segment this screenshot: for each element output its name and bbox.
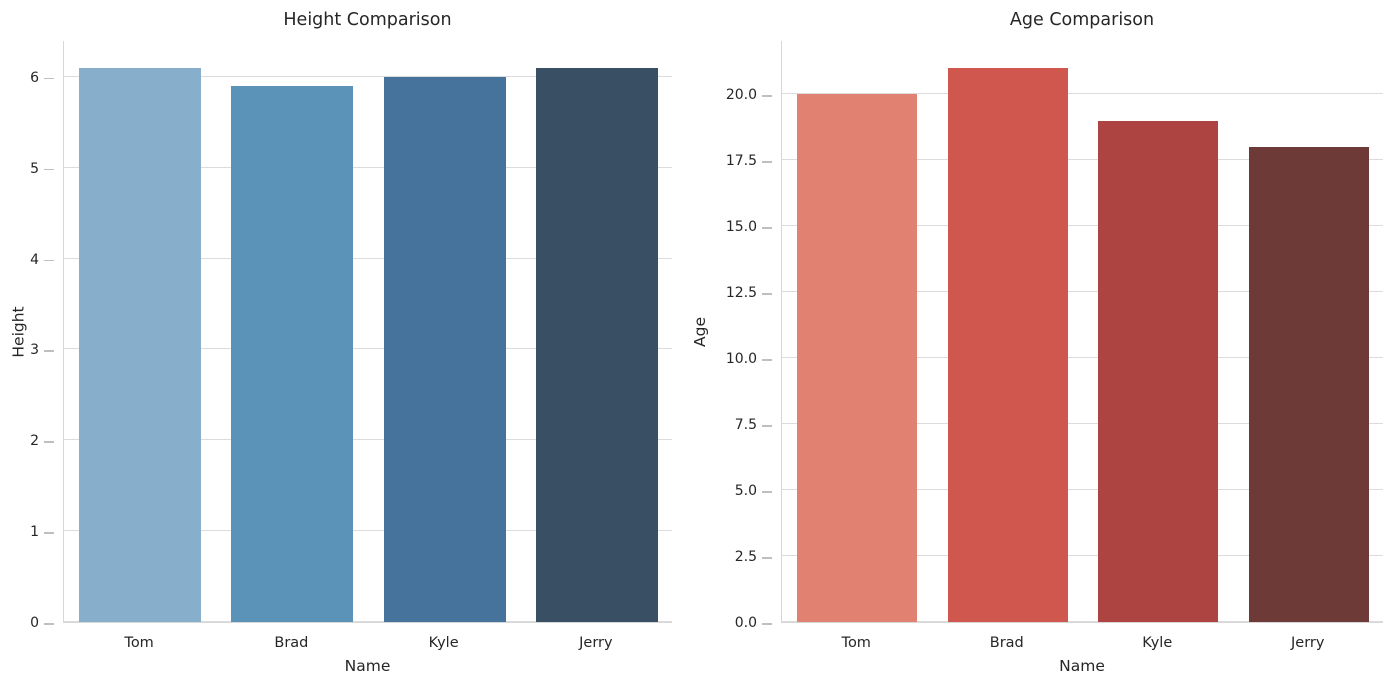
y-tick-label: 7.5 xyxy=(734,417,757,434)
y-tick-mark xyxy=(44,259,54,262)
y-tick-label: 5 xyxy=(30,160,39,177)
y-tick-label: 6 xyxy=(30,69,39,86)
plot-area xyxy=(781,41,1383,623)
gridline xyxy=(782,621,1383,622)
gridline xyxy=(782,225,1383,227)
x-axis-label: Name xyxy=(344,657,391,675)
y-tick-mark xyxy=(762,557,772,559)
x-tick-label: Jerry xyxy=(1291,635,1325,651)
x-tick-label: Jerry xyxy=(579,635,613,651)
bar-tom xyxy=(79,67,202,622)
y-tick-mark xyxy=(762,161,772,163)
chart-title: Age Comparison xyxy=(1009,10,1155,30)
y-tick-mark xyxy=(762,425,772,427)
y-tick-mark xyxy=(44,532,54,534)
x-tick-label: Tom xyxy=(841,635,871,651)
chart-title: Height Comparison xyxy=(283,10,452,30)
bar-jerry xyxy=(535,67,658,622)
y-tick-mark xyxy=(44,77,54,80)
bar-jerry xyxy=(1248,146,1369,622)
bar-brad xyxy=(947,67,1068,622)
y-tick-label: 4 xyxy=(30,251,39,268)
y-tick-mark xyxy=(44,623,54,625)
y-tick-mark xyxy=(44,350,54,352)
x-axis-label: Name xyxy=(1059,657,1105,675)
y-tick-label: 2.5 xyxy=(734,549,757,565)
gridline xyxy=(782,291,1383,293)
bar-kyle xyxy=(1098,120,1219,622)
y-tick-label: 10.0 xyxy=(725,351,757,368)
y-tick-label: 12.5 xyxy=(725,285,757,302)
gridline xyxy=(64,166,672,168)
y-tick-label: 5.0 xyxy=(734,483,757,500)
gridline xyxy=(64,530,672,532)
y-tick-label: 20.0 xyxy=(725,87,757,104)
y-tick-label: 0.0 xyxy=(734,615,757,631)
gridline xyxy=(64,621,672,622)
gridline xyxy=(64,75,672,77)
x-tick-label: Brad xyxy=(989,635,1024,651)
y-tick-mark xyxy=(762,227,772,229)
gridline xyxy=(782,423,1383,425)
y-tick-mark xyxy=(762,623,772,625)
bar-kyle xyxy=(383,76,506,622)
y-tick-label: 1 xyxy=(30,524,39,541)
gridline xyxy=(782,357,1383,359)
x-tick-label: Tom xyxy=(124,635,154,651)
y-axis-label: Age xyxy=(691,317,710,347)
y-tick-mark xyxy=(762,293,772,295)
gridline xyxy=(782,555,1383,557)
gridline xyxy=(64,439,672,441)
x-tick-label: Brad xyxy=(274,635,309,651)
y-tick-label: 3 xyxy=(30,342,39,359)
gridline xyxy=(64,257,672,259)
bar-tom xyxy=(797,94,918,622)
gridline xyxy=(782,159,1383,161)
y-tick-label: 17.5 xyxy=(725,153,757,170)
y-tick-mark xyxy=(44,441,54,443)
gridline xyxy=(64,348,672,350)
y-tick-label: 2 xyxy=(30,433,39,450)
y-tick-mark xyxy=(44,168,54,171)
gridline xyxy=(782,489,1383,491)
bar-brad xyxy=(231,85,354,622)
plot-area xyxy=(63,41,672,623)
y-tick-mark xyxy=(762,491,772,493)
y-tick-label: 0 xyxy=(30,615,39,631)
x-tick-label: Kyle xyxy=(1142,635,1173,651)
y-tick-label: 15.0 xyxy=(725,219,757,236)
gridline xyxy=(782,93,1383,95)
x-tick-label: Kyle xyxy=(428,635,459,651)
y-tick-mark xyxy=(762,95,772,97)
y-tick-mark xyxy=(762,359,772,361)
